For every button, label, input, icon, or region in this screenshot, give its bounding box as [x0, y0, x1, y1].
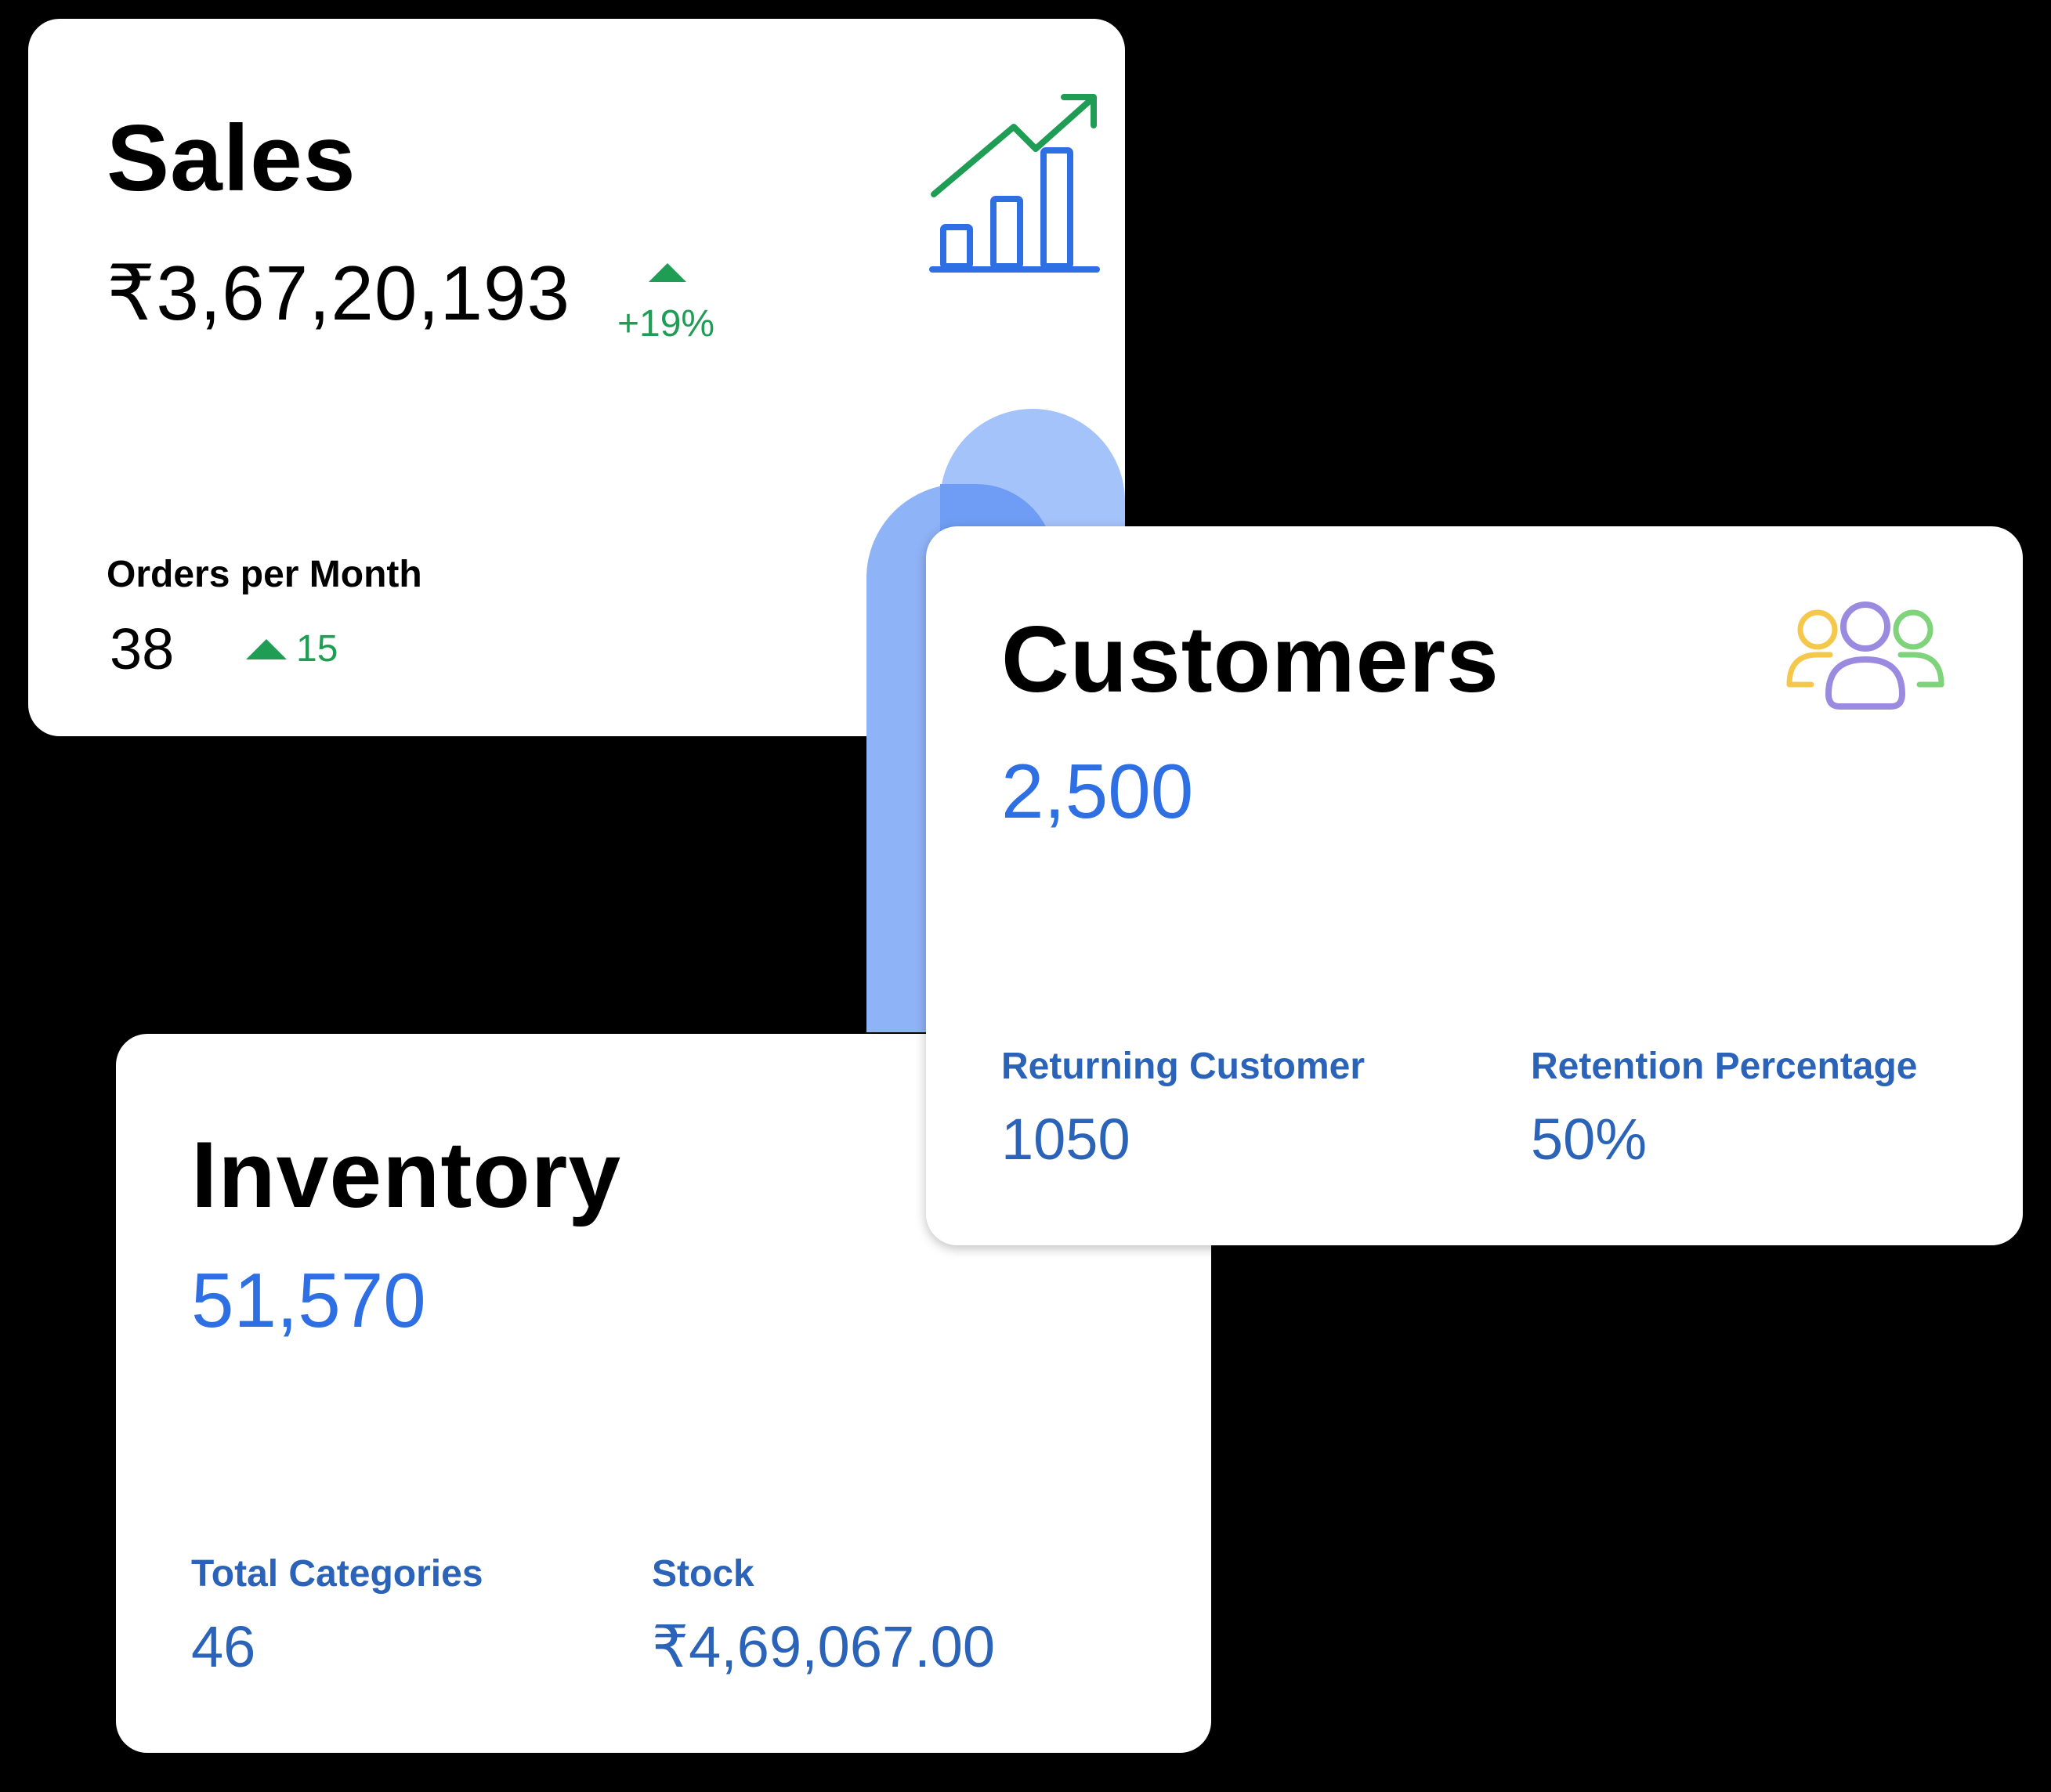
sales-change: +19%	[617, 303, 715, 345]
up-arrow-icon	[649, 263, 686, 282]
customers-title: Customers	[1001, 607, 1499, 712]
orders-per-month-label: Orders per Month	[107, 554, 422, 595]
customers-card: Customers 2,500 Returning Customer 1050 …	[926, 526, 2023, 1245]
total-categories-label: Total Categories	[191, 1553, 483, 1595]
returning-customer-value: 1050	[1001, 1107, 1130, 1172]
customers-value: 2,500	[1001, 748, 1194, 834]
total-categories-value: 46	[191, 1614, 256, 1679]
orders-per-month-value: 38	[110, 616, 175, 681]
retention-percentage-value: 50%	[1531, 1107, 1648, 1172]
sales-title: Sales	[107, 106, 356, 211]
users-group-icon	[1786, 602, 1944, 710]
sales-card: Sales ₹3,67,20,193 +19% Orders per Month…	[28, 19, 1125, 736]
up-arrow-icon	[246, 639, 287, 659]
inventory-value: 51,570	[191, 1257, 426, 1343]
bar-chart-trend-up-icon	[929, 94, 1100, 273]
inventory-title: Inventory	[191, 1122, 622, 1227]
retention-percentage-label: Retention Percentage	[1531, 1046, 1918, 1087]
orders-change: 15	[296, 628, 338, 670]
sales-amount: ₹3,67,20,193	[107, 250, 571, 336]
stock-value: ₹4,69,067.00	[652, 1614, 996, 1679]
stock-label: Stock	[652, 1553, 754, 1595]
returning-customer-label: Returning Customer	[1001, 1046, 1366, 1087]
